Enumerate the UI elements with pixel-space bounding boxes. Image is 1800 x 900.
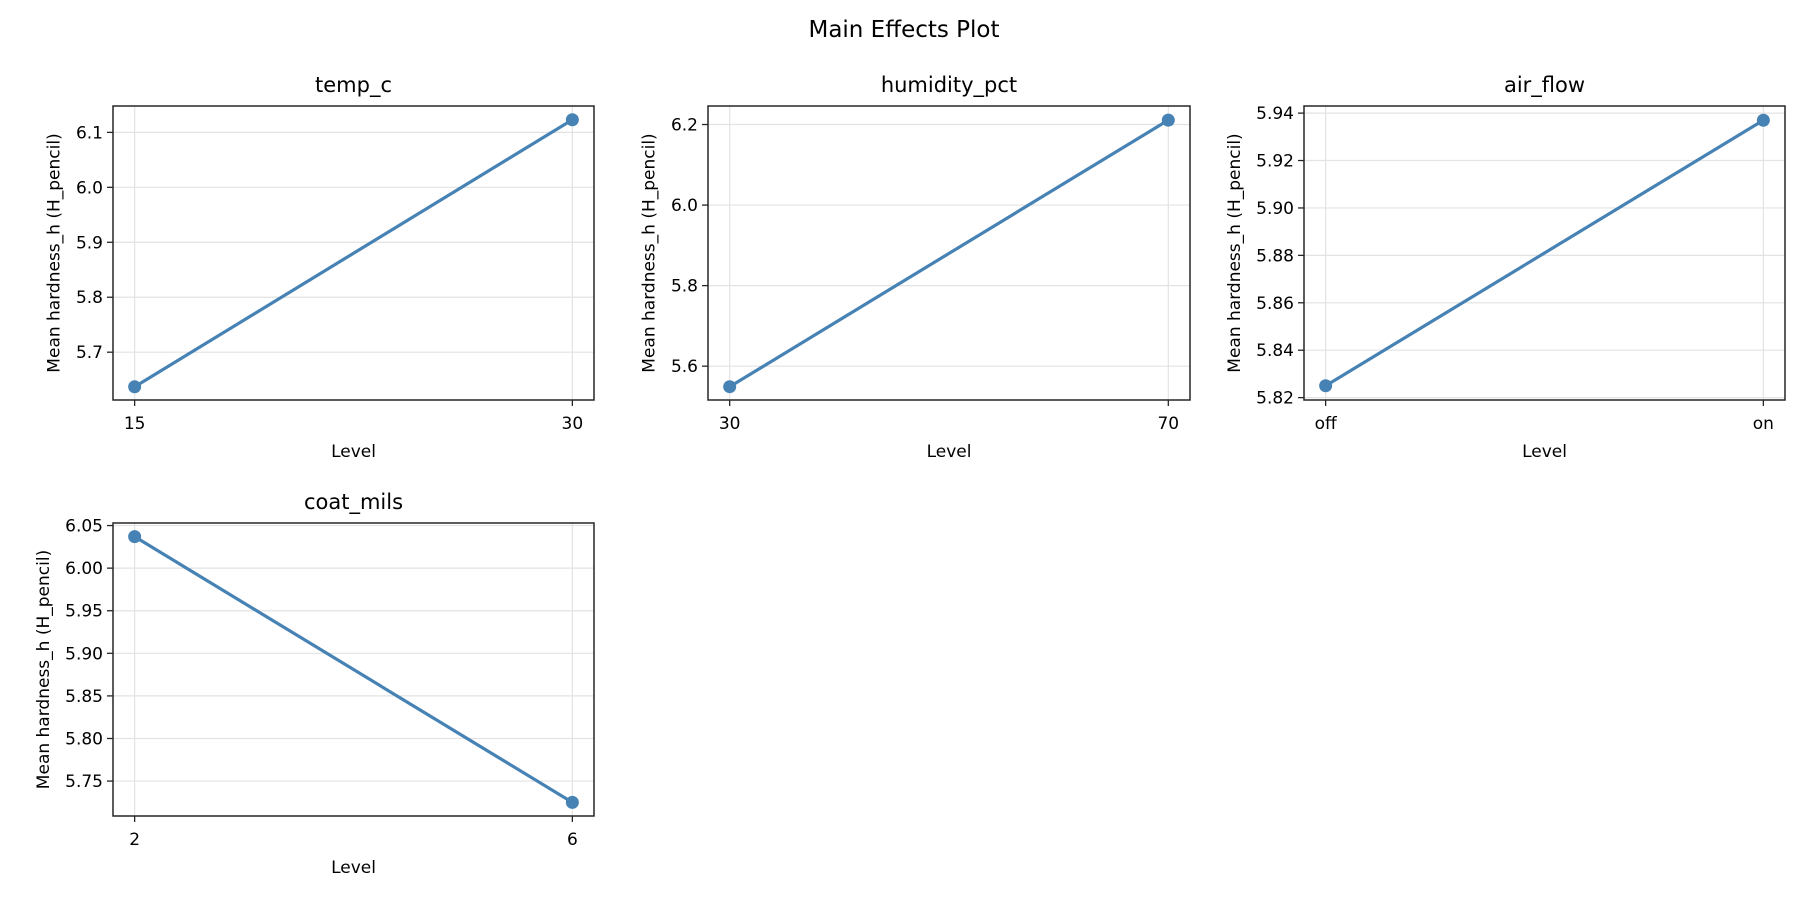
x-tick-label: 2 xyxy=(129,830,140,850)
data-point-marker xyxy=(723,380,737,394)
y-tick-label: 5.90 xyxy=(65,644,103,664)
y-tick-label: 5.90 xyxy=(1256,199,1294,219)
axes-frame xyxy=(707,105,1191,401)
y-tick-label: 5.95 xyxy=(65,602,103,622)
x-tick-label: on xyxy=(1753,414,1774,434)
effect-line xyxy=(1324,118,1765,388)
x-tick-label: 70 xyxy=(1157,414,1179,434)
data-point-marker xyxy=(1161,113,1175,127)
y-tick-label: 5.94 xyxy=(1256,104,1294,124)
subplot-title: air_flow xyxy=(1504,73,1585,98)
y-tick-label: 5.8 xyxy=(671,277,698,297)
y-tick-label: 5.9 xyxy=(76,233,103,253)
subplot-grid: 5.7 5.8 5.9 6.0 6.1 15 30 temp_c Level Mean hardn… xyxy=(34,73,1786,878)
effect-line xyxy=(133,535,574,804)
data-point-marker xyxy=(565,113,579,127)
effect-line xyxy=(728,118,1170,389)
data-point-marker xyxy=(1319,379,1333,393)
x-tick-label: 6 xyxy=(567,830,578,850)
data-point-marker xyxy=(128,530,142,544)
subplot-temp-c: 5.7 5.8 5.9 6.0 6.1 15 30 temp_c Level Mean hardn… xyxy=(45,73,595,462)
x-tick-label: 30 xyxy=(562,414,584,434)
y-axis-label: Mean hardness_h (H_pencil) xyxy=(640,133,660,372)
y-tick-label: 6.1 xyxy=(76,123,103,143)
subplot-air-flow: 5.82 5.84 5.86 5.88 5.90 5.92 5.94 off on air_flo… xyxy=(1225,73,1786,462)
data-point-marker xyxy=(565,795,579,809)
y-tick-label: 6.05 xyxy=(65,517,103,537)
y-tick-label: 5.88 xyxy=(1256,246,1294,266)
x-axis-label: Level xyxy=(927,442,972,462)
y-tick-label: 5.8 xyxy=(76,288,103,308)
y-tick-label: 5.92 xyxy=(1256,152,1294,172)
data-point-marker xyxy=(1756,113,1770,127)
x-tick-label: off xyxy=(1315,414,1338,434)
y-tick-label: 5.85 xyxy=(65,687,103,707)
subplot-coat-mils: 5.75 5.80 5.85 5.90 5.95 6.00 6.05 2 6 coat_mils L… xyxy=(34,490,595,878)
y-tick-label: 6.2 xyxy=(671,116,698,136)
x-axis-label: Level xyxy=(1522,442,1567,462)
x-tick-label: 30 xyxy=(719,414,741,434)
y-tick-label: 6.0 xyxy=(671,196,698,216)
y-axis-label: Mean hardness_h (H_pencil) xyxy=(1225,133,1245,372)
y-tick-label: 6.0 xyxy=(76,178,103,198)
y-tick-label: 5.7 xyxy=(76,343,103,363)
axes-frame xyxy=(112,105,595,401)
y-tick-label: 5.6 xyxy=(671,357,698,377)
y-tick-label: 5.75 xyxy=(65,772,103,792)
x-axis-label: Level xyxy=(331,442,376,462)
y-axis-label: Mean hardness_h (H_pencil) xyxy=(34,550,54,789)
subplot-title: coat_mils xyxy=(304,490,403,515)
axes-frame xyxy=(112,522,595,817)
x-tick-label: 15 xyxy=(124,414,146,434)
x-axis-label: Level xyxy=(331,858,376,878)
y-tick-label: 6.00 xyxy=(65,559,103,579)
figure-title: Main Effects Plot xyxy=(808,17,999,43)
y-tick-label: 5.82 xyxy=(1256,389,1294,409)
y-tick-label: 5.80 xyxy=(65,729,103,749)
axes-frame xyxy=(1303,105,1786,401)
y-axis-label: Mean hardness_h (H_pencil) xyxy=(45,133,65,372)
y-tick-label: 5.86 xyxy=(1256,294,1294,314)
subplot-title: humidity_pct xyxy=(881,73,1017,98)
subplot-title: temp_c xyxy=(315,73,392,98)
y-tick-label: 5.84 xyxy=(1256,341,1294,361)
effect-line xyxy=(133,118,574,389)
subplot-humidity-pct: 5.6 5.8 6.0 6.2 30 70 humidity_pct Level Mean ha… xyxy=(640,73,1191,462)
data-point-marker xyxy=(128,380,142,394)
